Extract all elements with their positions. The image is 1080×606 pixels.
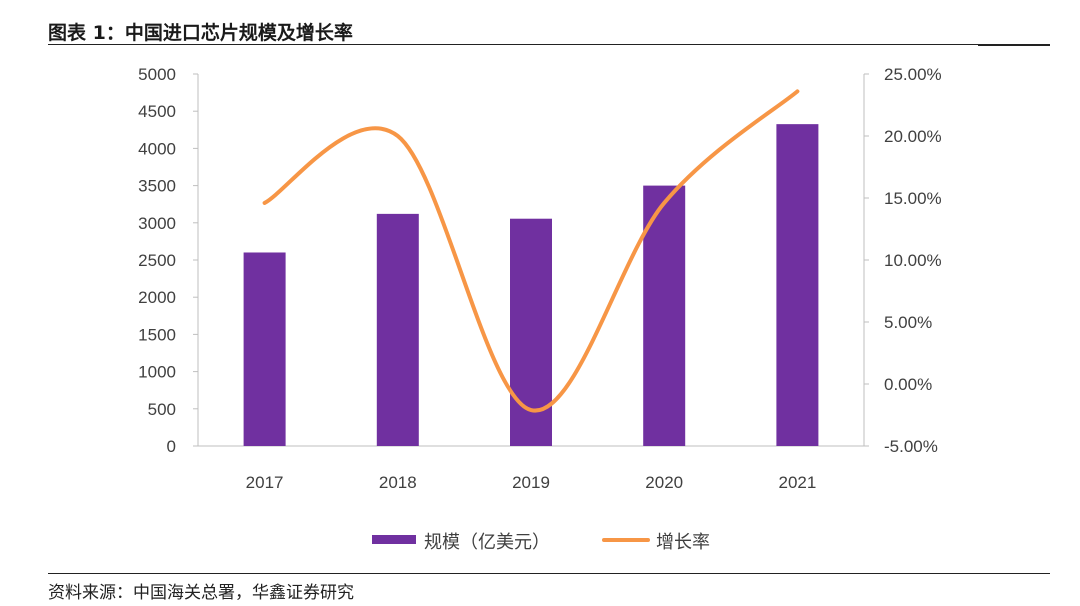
left-tick-label: 2500	[138, 251, 176, 270]
left-tick-label: 0	[167, 437, 176, 456]
x-tick-label: 2017	[246, 473, 284, 492]
x-tick-label: 2019	[512, 473, 550, 492]
title-rule	[48, 44, 1050, 45]
right-tick-label: 20.00%	[884, 127, 942, 146]
right-tick-label: 5.00%	[884, 313, 932, 332]
x-tick-label: 2018	[379, 473, 417, 492]
source-rule	[48, 573, 1050, 574]
left-tick-label: 3500	[138, 177, 176, 196]
legend: 规模（亿美元） 增长率	[372, 532, 710, 552]
chart: 0 500 1000 1500 2000 2500 3000 3500 4000 4500 5000…	[138, 65, 942, 552]
right-tick-label: -5.00%	[884, 437, 938, 456]
legend-label-line: 增长率	[656, 532, 710, 552]
bar-series	[243, 124, 819, 446]
left-tick-label: 2000	[138, 288, 176, 307]
x-tick-label: 2021	[778, 473, 816, 492]
title-rule-accent	[978, 44, 1050, 46]
left-tick-label: 1500	[138, 325, 176, 344]
left-tick-label: 500	[148, 400, 176, 419]
bar	[776, 124, 819, 446]
bar	[643, 185, 686, 446]
left-tick-label: 3000	[138, 214, 176, 233]
bar	[243, 252, 286, 446]
right-tick-label: 10.00%	[884, 251, 942, 270]
left-tick-label: 5000	[138, 65, 176, 84]
line-series	[262, 89, 800, 413]
legend-swatch-bar	[372, 535, 416, 544]
chart-title: 图表 1：中国进口芯片规模及增长率	[48, 22, 353, 44]
chart-axes: 0 500 1000 1500 2000 2500 3000 3500 4000 4500 5000…	[138, 65, 942, 492]
right-tick-label: 0.00%	[884, 375, 932, 394]
growth-rate-line	[262, 89, 800, 413]
bar	[376, 213, 419, 446]
left-tick-label: 1000	[138, 363, 176, 382]
right-tick-label: 15.00%	[884, 189, 942, 208]
legend-label-bar: 规模（亿美元）	[424, 532, 550, 552]
right-tick-label: 25.00%	[884, 65, 942, 84]
x-tick-label: 2020	[645, 473, 683, 492]
source-note: 资料来源：中国海关总署，华鑫证券研究	[48, 583, 354, 603]
left-tick-label: 4000	[138, 139, 176, 158]
left-tick-label: 4500	[138, 102, 176, 121]
